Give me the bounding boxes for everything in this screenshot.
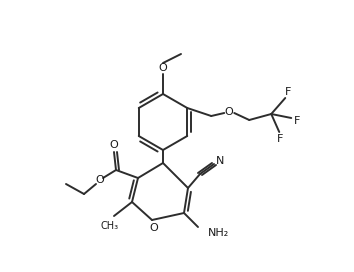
Text: O: O [110, 140, 118, 150]
Text: O: O [225, 107, 234, 117]
Text: O: O [96, 175, 104, 185]
Text: F: F [294, 116, 301, 126]
Text: NH₂: NH₂ [208, 228, 229, 238]
Text: O: O [150, 223, 158, 233]
Text: O: O [159, 63, 167, 73]
Text: N: N [216, 156, 224, 166]
Text: F: F [277, 134, 284, 144]
Text: CH₃: CH₃ [101, 221, 119, 231]
Text: F: F [285, 87, 291, 97]
